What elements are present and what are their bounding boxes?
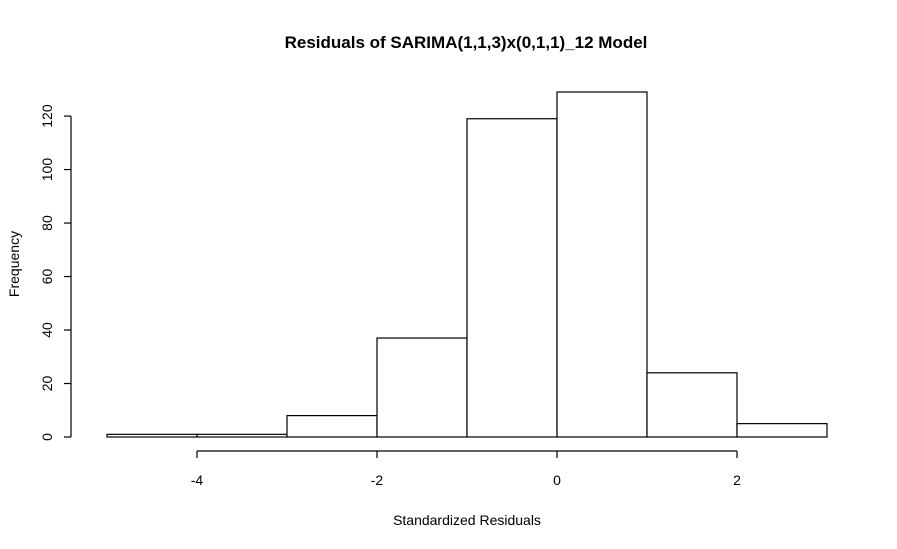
histogram-bar (286, 415, 378, 438)
histogram-bar (376, 337, 468, 438)
y-axis-label: Frequency (6, 231, 22, 297)
histogram-bar (106, 433, 198, 438)
x-tick-label: 2 (733, 472, 741, 488)
histogram-bar (556, 91, 648, 438)
y-tick-label: 120 (39, 104, 55, 128)
histogram-bar (646, 372, 738, 438)
chart-title: Residuals of SARIMA(1,1,3)x(0,1,1)_12 Mo… (285, 33, 648, 52)
histogram-bar (736, 423, 828, 438)
histogram-bar (196, 433, 288, 438)
bars-group (106, 91, 828, 438)
x-tick-label: 0 (553, 472, 561, 488)
y-tick-label: 60 (39, 269, 55, 285)
y-tick-label: 0 (39, 433, 55, 441)
y-axis: 0 20 40 60 80 100 120 (39, 104, 72, 441)
x-tick-label: -2 (371, 472, 384, 488)
y-tick-label: 80 (39, 215, 55, 231)
x-tick-label: -4 (191, 472, 204, 488)
y-tick-label: 40 (39, 322, 55, 338)
x-axis-label: Standardized Residuals (393, 512, 541, 528)
y-tick-label: 20 (39, 376, 55, 392)
y-tick-label: 100 (39, 158, 55, 182)
x-axis: -4 -2 0 2 (191, 450, 741, 488)
histogram-bar (466, 118, 558, 438)
